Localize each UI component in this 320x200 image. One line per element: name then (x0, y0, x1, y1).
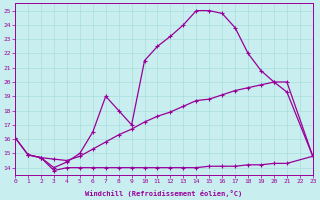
X-axis label: Windchill (Refroidissement éolien,°C): Windchill (Refroidissement éolien,°C) (85, 190, 243, 197)
